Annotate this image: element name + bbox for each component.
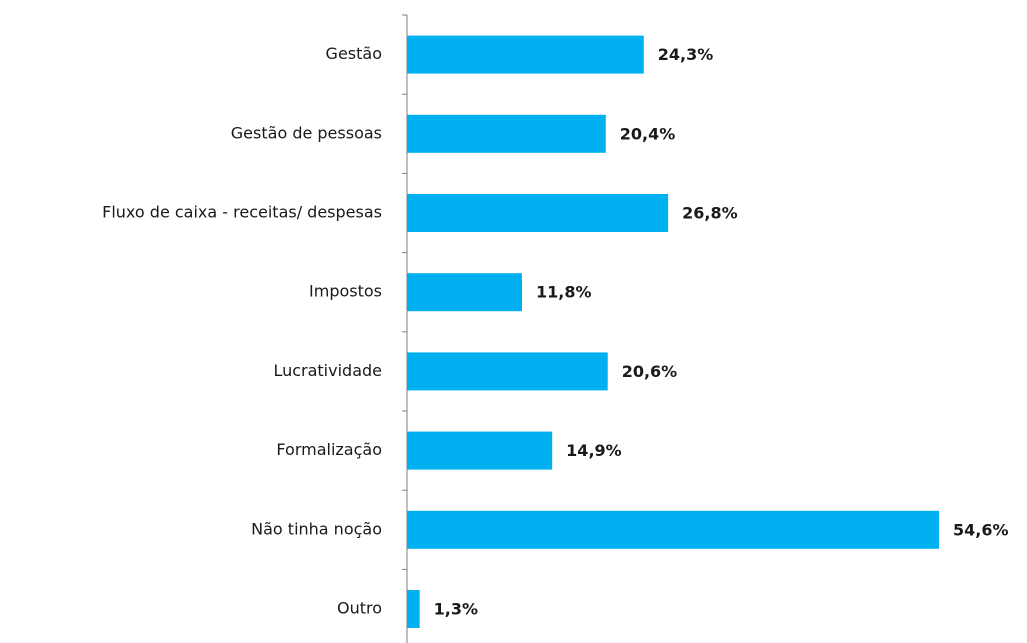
value-label: 1,3% xyxy=(434,600,478,619)
bar xyxy=(407,510,939,549)
value-label: 11,8% xyxy=(536,283,592,302)
category-label: Não tinha noção xyxy=(251,519,382,538)
value-label: 14,9% xyxy=(566,441,622,460)
value-label: 26,8% xyxy=(682,204,738,223)
bar xyxy=(407,114,606,153)
category-label: Formalização xyxy=(276,440,382,459)
value-label: 24,3% xyxy=(658,45,714,64)
value-label: 54,6% xyxy=(953,520,1009,539)
bar xyxy=(407,35,644,74)
category-label: Gestão xyxy=(326,44,382,63)
value-label: 20,4% xyxy=(620,124,676,143)
category-label: Lucratividade xyxy=(273,361,382,380)
bar xyxy=(407,431,553,470)
bar xyxy=(407,273,522,312)
bar xyxy=(407,352,608,391)
category-label: Impostos xyxy=(309,282,382,301)
category-label: Gestão de pessoas xyxy=(231,123,382,142)
bar xyxy=(407,590,420,628)
category-label: Outro xyxy=(337,599,382,618)
value-label: 20,6% xyxy=(622,362,678,381)
category-label: Fluxo de caixa - receitas/ despesas xyxy=(102,203,382,222)
bar xyxy=(407,194,669,232)
